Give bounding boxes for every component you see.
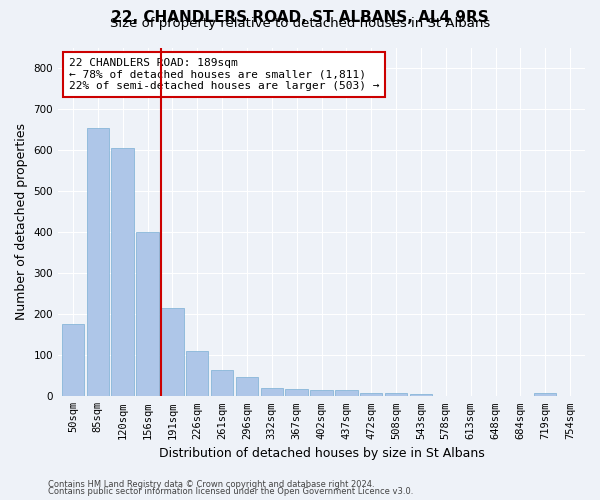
- Bar: [335, 390, 358, 396]
- Bar: [62, 324, 84, 396]
- Bar: [161, 308, 184, 396]
- Bar: [260, 388, 283, 396]
- Bar: [86, 128, 109, 396]
- Text: Contains HM Land Registry data © Crown copyright and database right 2024.: Contains HM Land Registry data © Crown c…: [48, 480, 374, 489]
- Text: Size of property relative to detached houses in St Albans: Size of property relative to detached ho…: [110, 18, 490, 30]
- Bar: [410, 394, 432, 396]
- Bar: [360, 393, 382, 396]
- Text: Contains public sector information licensed under the Open Government Licence v3: Contains public sector information licen…: [48, 487, 413, 496]
- Y-axis label: Number of detached properties: Number of detached properties: [15, 124, 28, 320]
- Bar: [385, 394, 407, 396]
- Bar: [310, 390, 333, 396]
- Bar: [136, 232, 159, 396]
- Bar: [211, 370, 233, 396]
- Bar: [236, 377, 258, 396]
- Text: 22 CHANDLERS ROAD: 189sqm
← 78% of detached houses are smaller (1,811)
22% of se: 22 CHANDLERS ROAD: 189sqm ← 78% of detac…: [68, 58, 379, 91]
- Text: 22, CHANDLERS ROAD, ST ALBANS, AL4 9RS: 22, CHANDLERS ROAD, ST ALBANS, AL4 9RS: [111, 10, 489, 25]
- Bar: [112, 148, 134, 396]
- X-axis label: Distribution of detached houses by size in St Albans: Distribution of detached houses by size …: [158, 447, 484, 460]
- Bar: [534, 393, 556, 396]
- Bar: [186, 351, 208, 397]
- Bar: [286, 390, 308, 396]
